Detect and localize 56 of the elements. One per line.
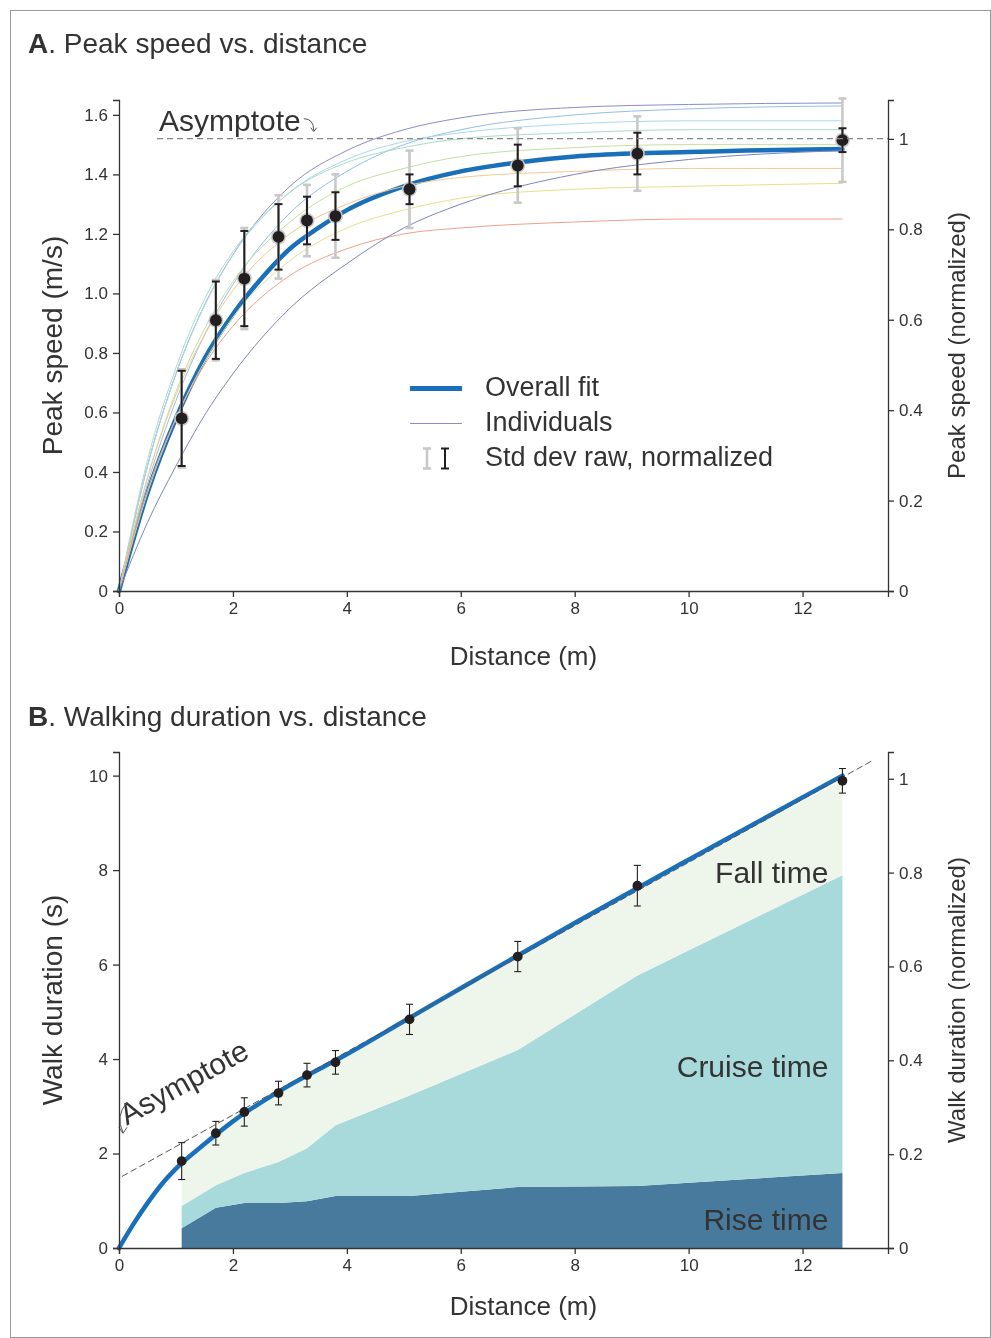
- y2-tick-label: 0.8: [899, 220, 923, 240]
- y-tick-label: 4: [98, 1049, 108, 1069]
- x-tick-label: 0: [114, 1256, 125, 1276]
- x-tick-label: 2: [228, 599, 239, 619]
- y-tick-label: 1.2: [84, 224, 108, 244]
- x-tick-label: 0: [114, 599, 125, 619]
- y-tick-label: 0.4: [84, 462, 108, 482]
- x-tick-label: 6: [456, 599, 467, 619]
- y-tick-label: 8: [98, 861, 108, 881]
- x-tick-label: 2: [228, 1256, 239, 1276]
- y-tick-label: 2: [98, 1144, 108, 1164]
- series-label: Fall time: [715, 856, 829, 890]
- y2-tick-label: 0.4: [899, 1051, 923, 1071]
- y2-tick-label: 1: [899, 769, 909, 789]
- x-axis-title: Distance (m): [449, 641, 598, 671]
- legend-label: Std dev raw, normalized: [485, 441, 774, 472]
- y-tick-label: 0: [98, 1238, 108, 1258]
- series-label: Rise time: [703, 1202, 829, 1236]
- legend-label: Individuals: [485, 406, 613, 437]
- x-tick-label: 12: [793, 1256, 813, 1276]
- y-tick-label: 1.0: [84, 284, 108, 304]
- y-axis-title: Walk duration (s): [37, 894, 68, 1106]
- x-tick-label: 4: [342, 1256, 353, 1276]
- y-tick-label: 6: [98, 955, 108, 975]
- x-tick-label: 8: [570, 599, 580, 619]
- series-label: Cruise time: [676, 1049, 829, 1083]
- y-tick-label: 0.6: [84, 403, 108, 423]
- y2-tick-label: 1: [899, 129, 909, 149]
- y2-tick-label: 0.4: [899, 401, 923, 421]
- y-tick-label: 0: [98, 581, 108, 601]
- y2-axis-title: Walk duration (normalized): [943, 857, 970, 1143]
- y-tick-label: 0.2: [84, 522, 108, 542]
- y-tick-label: 0.8: [84, 343, 108, 363]
- x-tick-label: 10: [679, 1256, 699, 1276]
- y2-tick-label: 0.6: [899, 310, 923, 330]
- y-tick-label: 10: [89, 766, 108, 786]
- y2-tick-label: 0.6: [899, 957, 923, 977]
- legend-label: Overall fit: [485, 371, 600, 402]
- x-tick-label: 4: [342, 599, 353, 619]
- y2-tick-label: 0.8: [899, 863, 923, 883]
- y2-tick-label: 0: [899, 1238, 909, 1258]
- x-tick-label: 6: [456, 1256, 467, 1276]
- chart-title: B. Walking duration vs. distance: [28, 701, 427, 732]
- x-tick-label: 8: [570, 1256, 580, 1276]
- x-tick-label: 12: [793, 599, 813, 619]
- y2-axis-title: Peak speed (normalized): [943, 212, 970, 479]
- y2-tick-label: 0: [899, 581, 909, 601]
- y2-tick-label: 0.2: [899, 491, 923, 511]
- y-axis-title: Peak speed (m/s): [37, 235, 68, 456]
- y-tick-label: 1.4: [84, 165, 108, 185]
- ref-line-label: Asymptote: [159, 103, 301, 137]
- x-axis-title: Distance (m): [449, 1291, 598, 1321]
- chart-title: A. Peak speed vs. distance: [28, 28, 368, 59]
- x-tick-label: 10: [679, 599, 699, 619]
- y-tick-label: 1.6: [84, 105, 108, 125]
- y2-tick-label: 0.2: [899, 1145, 923, 1165]
